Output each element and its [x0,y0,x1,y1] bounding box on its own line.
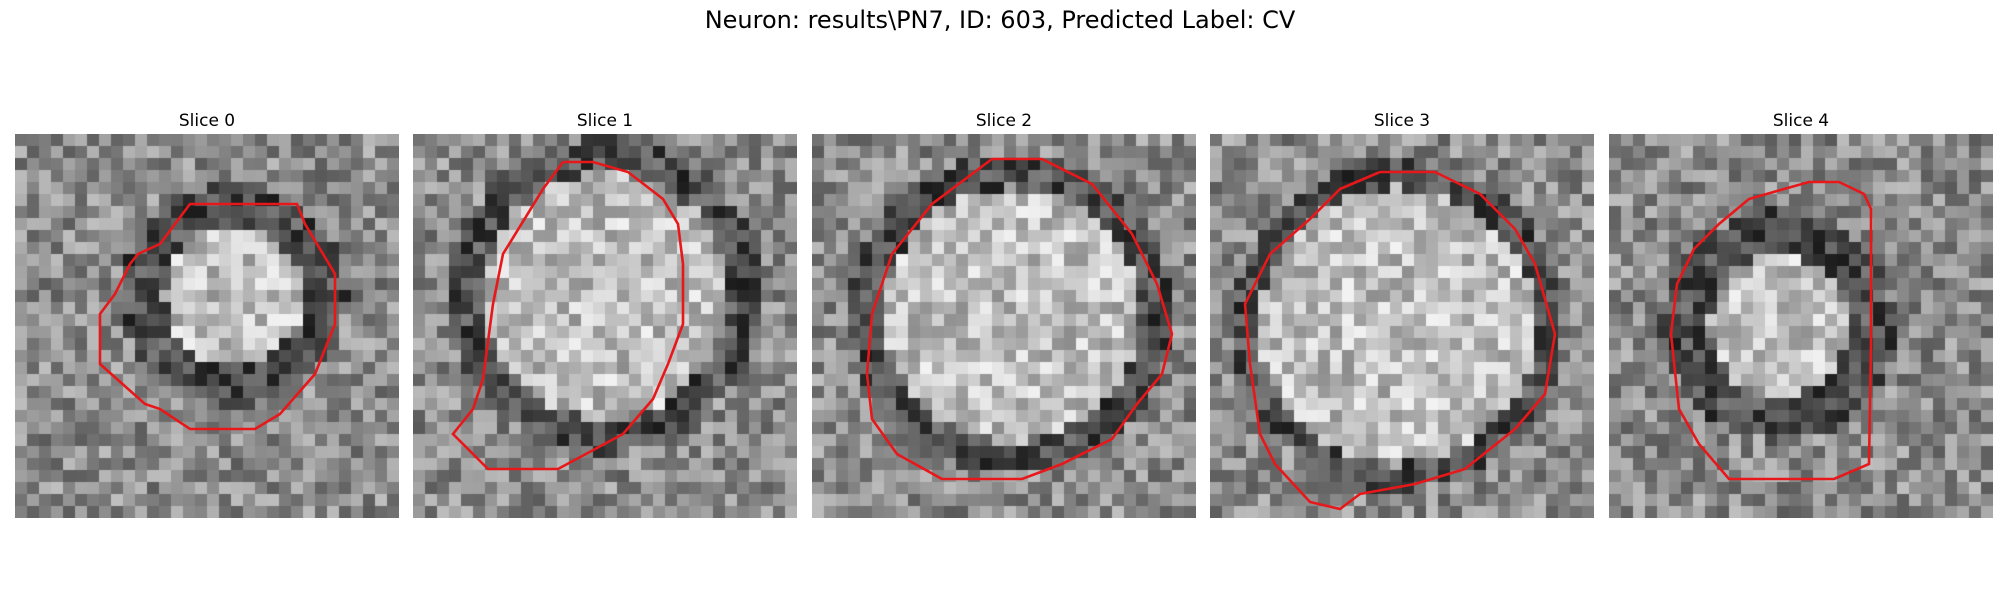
slice-image [413,134,797,518]
slice-title: Slice 3 [1373,111,1431,131]
slice-title: Slice 1 [576,111,634,131]
em-slice-canvas [812,134,1196,518]
em-slice-canvas [413,134,797,518]
segmentation-contour [451,160,685,471]
em-slice-canvas [1210,134,1594,518]
slice-title: Slice 2 [975,111,1033,131]
slice-title: Slice 0 [178,111,236,131]
slice-image [15,134,399,518]
slice-panel-1: Slice 1 [413,108,797,518]
slice-image [1609,134,1993,518]
segmentation-contour [865,157,1174,481]
segmentation-contour [1243,170,1557,511]
slice-panel-4: Slice 4 [1609,108,1993,518]
figure-title: Neuron: results\PN7, ID: 603, Predicted … [704,6,1296,34]
slice-panel-2: Slice 2 [812,108,1196,518]
slice-image [812,134,1196,518]
segmentation-contour [98,202,337,431]
slice-panel-0: Slice 0 [15,108,399,518]
segmentation-contour [1669,180,1873,481]
slice-title: Slice 4 [1772,111,1830,131]
slice-panel-3: Slice 3 [1210,108,1594,518]
slice-image [1210,134,1594,518]
